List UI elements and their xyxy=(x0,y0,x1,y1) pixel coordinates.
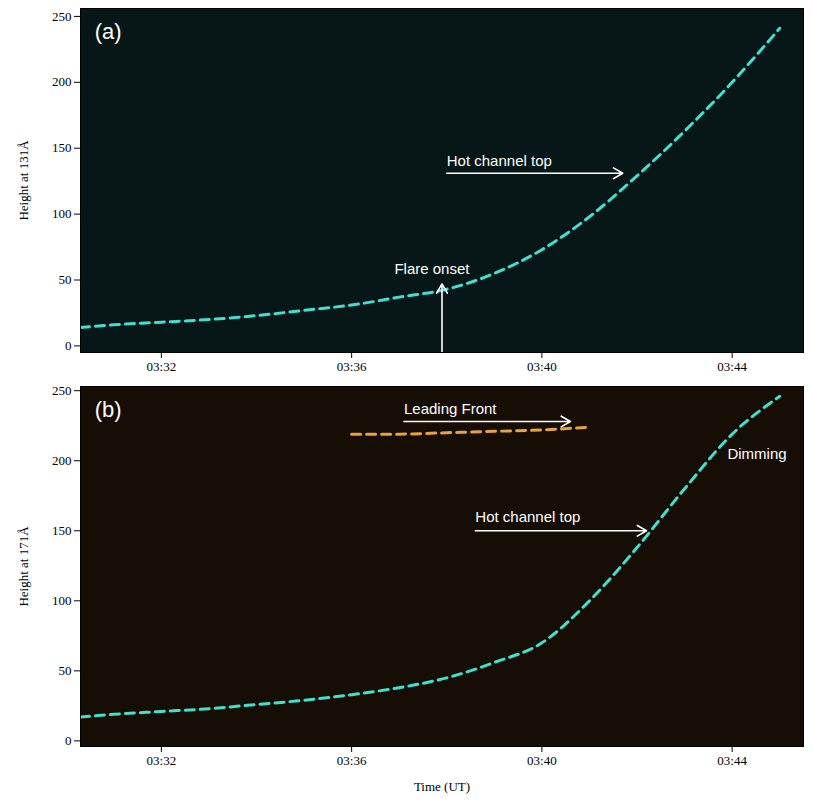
svg-text:Flare onset: Flare onset xyxy=(394,260,470,277)
svg-text:150: 150 xyxy=(52,140,72,155)
svg-text:03:40: 03:40 xyxy=(527,753,557,768)
svg-text:Hot channel top: Hot channel top xyxy=(475,508,580,525)
svg-text:0: 0 xyxy=(65,733,72,748)
svg-text:100: 100 xyxy=(52,593,72,608)
svg-text:Dimming: Dimming xyxy=(727,445,786,462)
svg-text:200: 200 xyxy=(52,74,72,89)
svg-text:100: 100 xyxy=(52,206,72,221)
svg-text:150: 150 xyxy=(52,523,72,538)
svg-text:03:44: 03:44 xyxy=(717,753,747,768)
svg-text:200: 200 xyxy=(52,453,72,468)
svg-text:50: 50 xyxy=(59,272,72,287)
svg-text:Height at 171Å: Height at 171Å xyxy=(16,526,31,607)
svg-text:50: 50 xyxy=(59,663,72,678)
svg-text:03:40: 03:40 xyxy=(527,359,557,374)
svg-text:03:32: 03:32 xyxy=(147,753,177,768)
svg-text:Time (UT): Time (UT) xyxy=(414,779,470,794)
svg-text:(b): (b) xyxy=(95,397,122,422)
svg-text:03:44: 03:44 xyxy=(717,359,747,374)
svg-text:03:32: 03:32 xyxy=(147,359,177,374)
svg-text:03:36: 03:36 xyxy=(337,753,367,768)
svg-text:Height at 131Å: Height at 131Å xyxy=(16,140,31,221)
svg-text:Leading Front: Leading Front xyxy=(404,400,497,417)
svg-text:250: 250 xyxy=(52,9,72,24)
svg-text:03:36: 03:36 xyxy=(337,359,367,374)
svg-text:0: 0 xyxy=(65,338,72,353)
svg-text:250: 250 xyxy=(52,383,72,398)
svg-text:(a): (a) xyxy=(95,19,122,44)
svg-text:Hot channel top: Hot channel top xyxy=(447,152,552,169)
